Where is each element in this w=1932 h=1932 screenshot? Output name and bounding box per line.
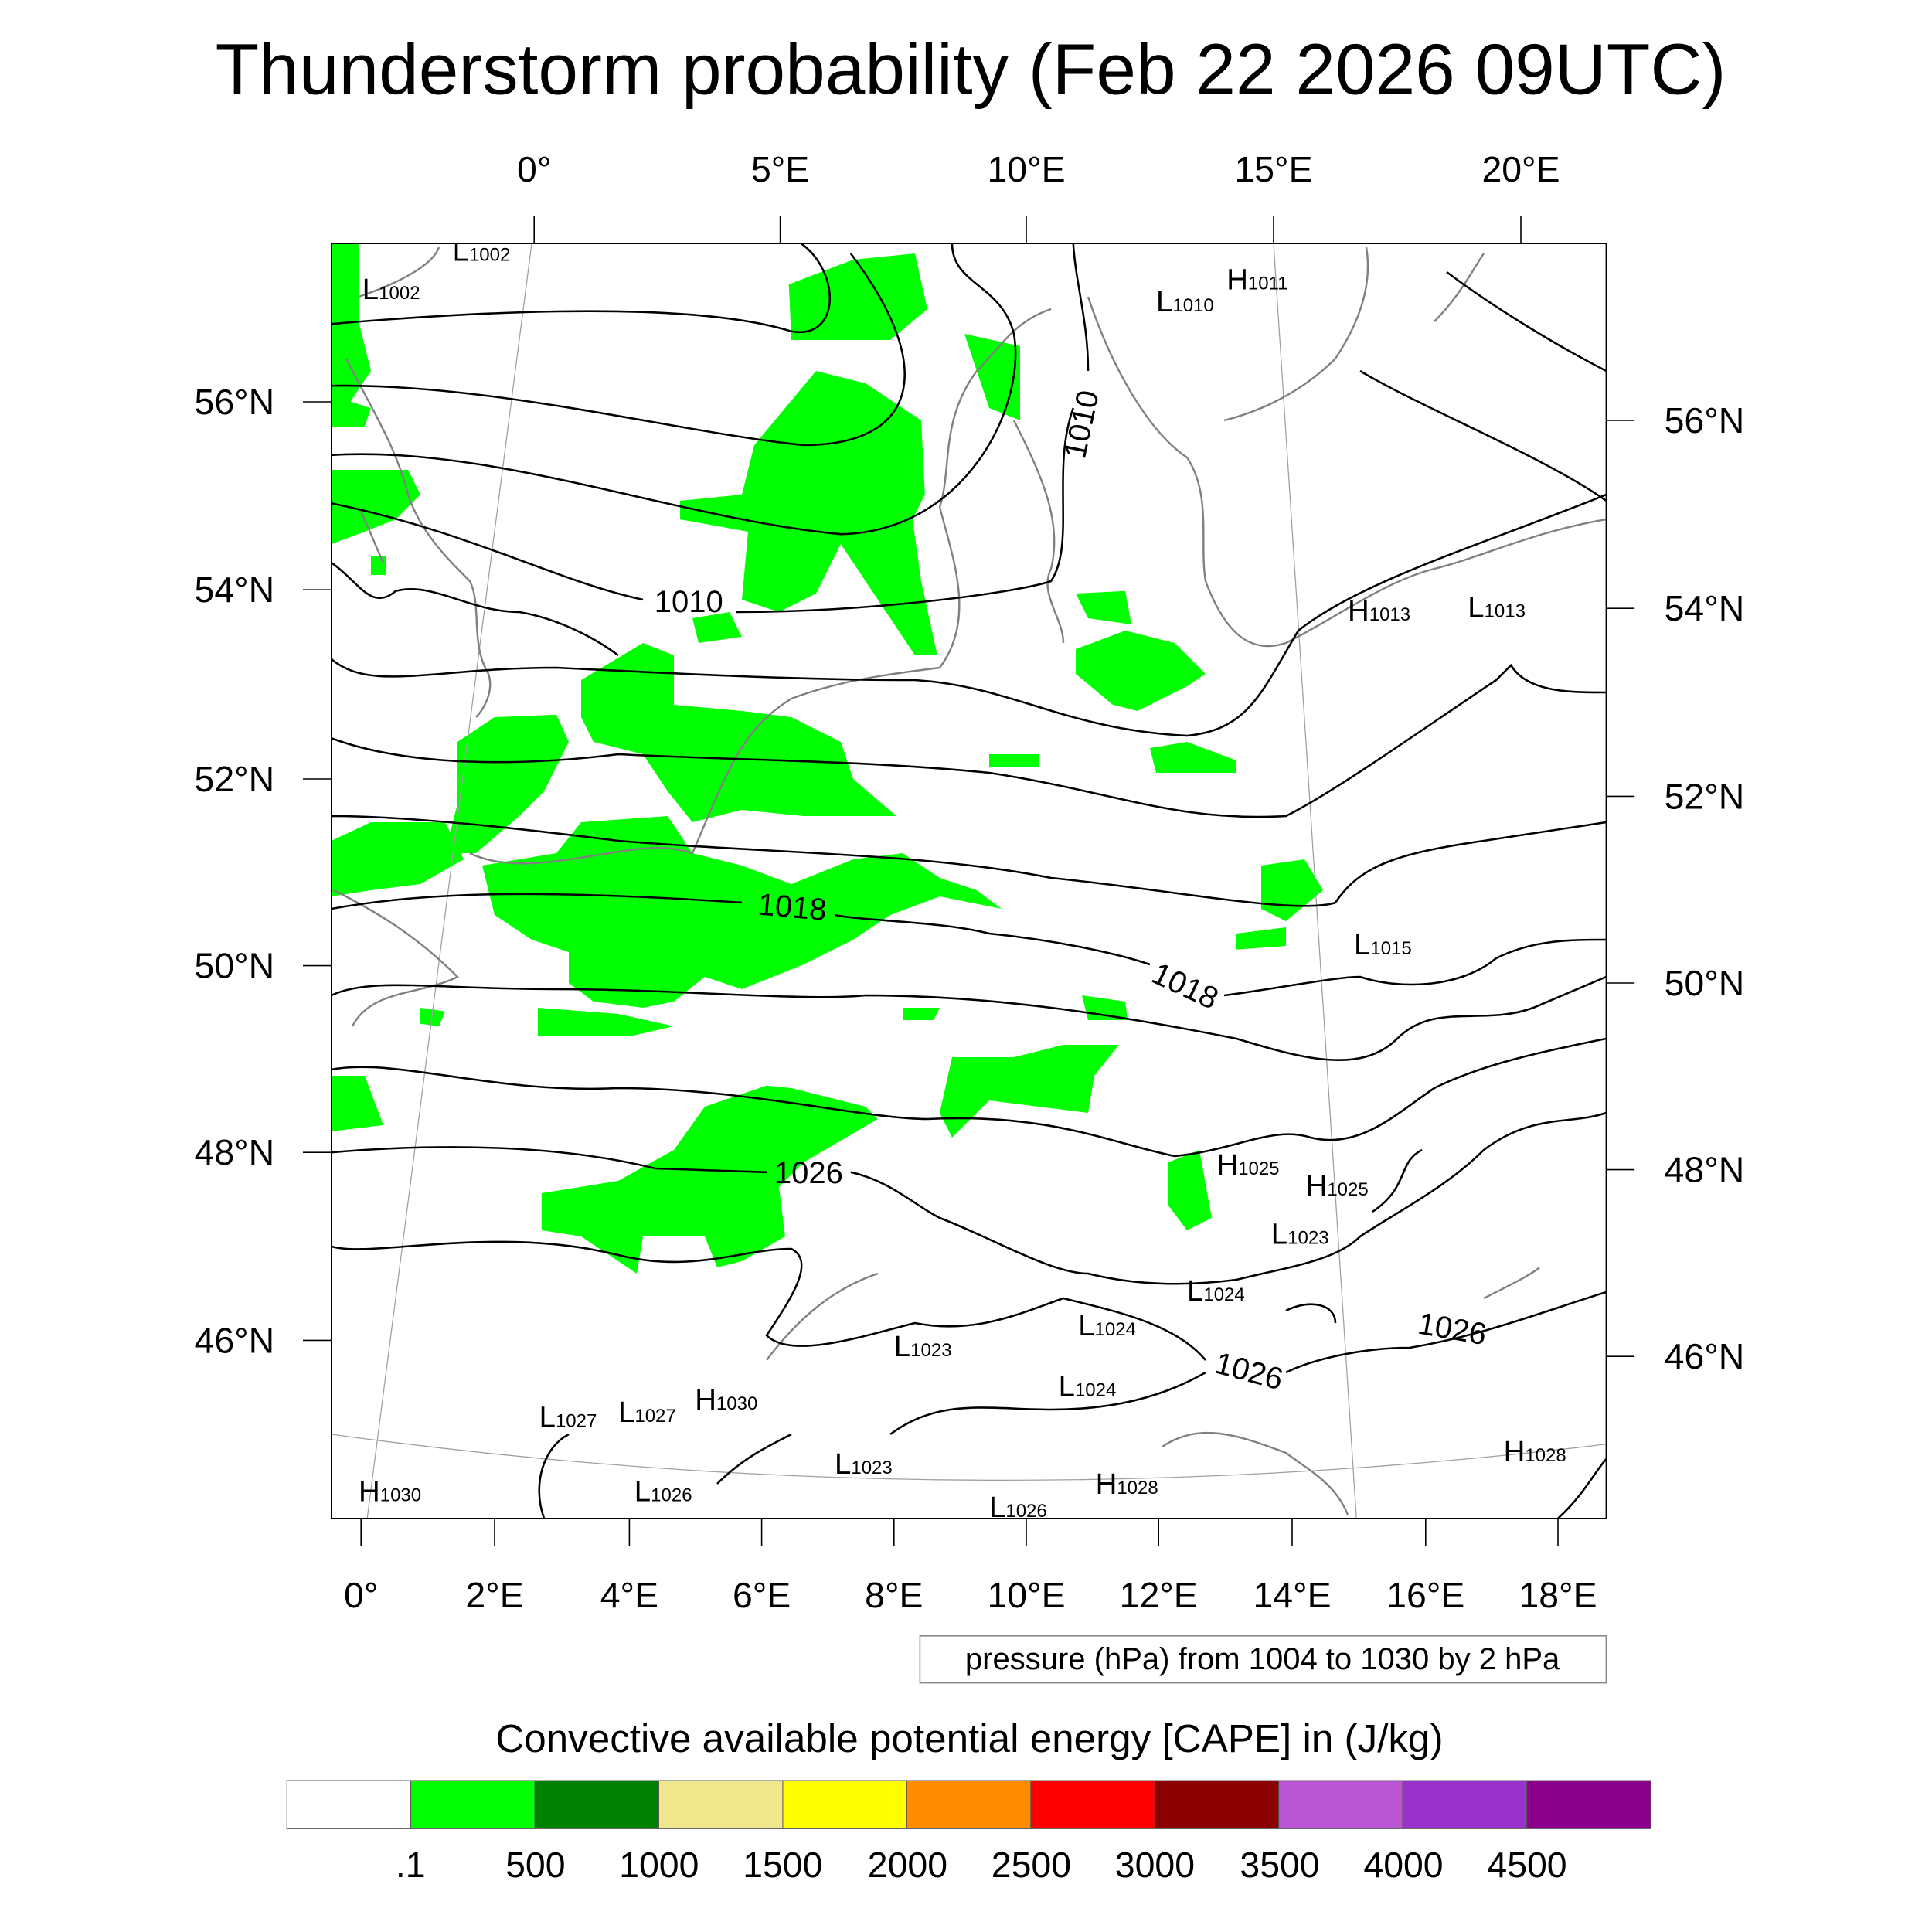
pressure-contours	[331, 243, 1607, 1519]
pressure-center-label: H1025	[1216, 1148, 1279, 1182]
colorbar-swatch	[906, 1780, 1032, 1829]
left-latitude-axis: 56°N 54°N 52°N 50°N 48°N 46°N	[195, 382, 332, 1360]
pressure-center-label: L1023	[835, 1447, 893, 1481]
bottom-lon-label: 2°E	[465, 1575, 523, 1615]
pressure-center-label: L1023	[894, 1330, 952, 1363]
pressure-center-label: L1024	[1187, 1274, 1245, 1308]
pressure-center-label: L1027	[618, 1396, 676, 1429]
top-lon-label: 10°E	[987, 149, 1065, 189]
pressure-center-label: L1002	[362, 273, 420, 306]
top-lon-label: 15°E	[1234, 149, 1312, 189]
left-lat-label: 50°N	[195, 946, 275, 986]
pressure-center-label: L1015	[1354, 928, 1412, 961]
left-lat-label: 48°N	[195, 1132, 275, 1172]
bottom-longitude-axis: 0° 2°E 4°E 6°E 8°E 10°E 12°E 14°E 16°E 1…	[344, 1518, 1597, 1615]
right-latitude-axis: 56°N 54°N 52°N 50°N 48°N 46°N	[1606, 400, 1744, 1376]
bottom-lon-label: 6°E	[733, 1575, 791, 1615]
map-area: 1010 1010 1018 1018 1026 1026 1026 L1002…	[331, 235, 1607, 1524]
colorbar-label: 1000	[619, 1845, 699, 1885]
right-lat-label: 46°N	[1665, 1336, 1745, 1376]
bottom-lon-label: 10°E	[987, 1575, 1065, 1615]
pressure-center-label: H1028	[1096, 1468, 1158, 1501]
colorbar-label: 2500	[992, 1845, 1071, 1885]
contour-label: 1018	[757, 887, 828, 927]
pressure-center-label: H1013	[1348, 594, 1410, 628]
bottom-lon-label: 12°E	[1120, 1575, 1198, 1615]
colorbar-label: 1500	[743, 1845, 822, 1885]
pressure-center-label: H1011	[1226, 263, 1287, 296]
bottom-lon-label: 8°E	[865, 1575, 923, 1615]
colorbar-swatch	[1526, 1780, 1651, 1829]
right-lat-label: 48°N	[1665, 1150, 1745, 1190]
top-lon-label: 20°E	[1481, 149, 1560, 189]
pressure-center-label: L1026	[634, 1475, 692, 1508]
colorbar-label: 3000	[1115, 1845, 1195, 1885]
pressure-center-label: L1023	[1271, 1218, 1329, 1251]
colorbar-label: 2000	[868, 1845, 947, 1885]
right-lat-label: 50°N	[1665, 963, 1745, 1003]
colorbar-swatch	[782, 1780, 907, 1829]
colorbar-swatch	[1402, 1780, 1528, 1829]
right-lat-label: 56°N	[1665, 400, 1745, 440]
coastlines	[333, 247, 1607, 1515]
colorbar-label: 500	[505, 1845, 565, 1885]
colorbar-label: .1	[396, 1845, 426, 1885]
left-lat-label: 46°N	[195, 1320, 275, 1360]
top-longitude-axis: 0° 5°E 10°E 15°E 20°E	[517, 149, 1560, 244]
right-lat-label: 54°N	[1665, 588, 1745, 628]
pressure-center-label: H1030	[695, 1383, 757, 1417]
contour-info-text: pressure (hPa) from 1004 to 1030 by 2 hP…	[965, 1642, 1560, 1676]
colorbar-swatch	[1154, 1780, 1280, 1829]
pressure-center-label: H1025	[1306, 1169, 1369, 1202]
colorbar-swatch	[658, 1780, 784, 1829]
pressure-center-label: L1026	[989, 1491, 1047, 1524]
pressure-centers: L1002 L1002 L1010 H1011 H1013 L1013 L101…	[359, 235, 1566, 1524]
pressure-center-label: L1024	[1059, 1369, 1117, 1403]
contour-label: 1026	[774, 1156, 843, 1190]
pressure-center-label: L1027	[539, 1400, 597, 1434]
bottom-lon-label: 14°E	[1253, 1575, 1331, 1615]
contour-label: 1010	[1058, 387, 1106, 461]
colorbar-label: 3500	[1240, 1845, 1319, 1885]
pressure-center-label: L1013	[1468, 590, 1526, 624]
colorbar-swatch	[286, 1780, 412, 1829]
colorbar-swatch	[410, 1780, 536, 1829]
bottom-lon-label: 16°E	[1386, 1575, 1464, 1615]
bottom-lon-label: 18°E	[1519, 1575, 1597, 1615]
left-lat-label: 54°N	[195, 570, 275, 610]
right-lat-label: 52°N	[1665, 776, 1745, 816]
map-frame	[331, 243, 1607, 1519]
map-title: Thunderstorm probability (Feb 22 2026 09…	[216, 29, 1726, 110]
pressure-center-label: L1010	[1156, 285, 1214, 318]
left-lat-label: 52°N	[195, 759, 275, 799]
pressure-center-label: L1002	[453, 235, 511, 268]
top-lon-label: 5°E	[751, 149, 809, 189]
contour-label: 1010	[655, 585, 723, 619]
colorbar	[286, 1780, 1651, 1829]
left-lat-label: 56°N	[195, 382, 275, 422]
colorbar-swatch	[534, 1780, 659, 1829]
graticule	[331, 243, 1607, 1519]
colorbar-label: 4000	[1363, 1845, 1443, 1885]
bottom-lon-label: 4°E	[600, 1575, 658, 1615]
pressure-center-label: H1028	[1504, 1435, 1566, 1468]
colorbar-title: Convective available potential energy [C…	[495, 1716, 1443, 1760]
colorbar-swatch	[1278, 1780, 1403, 1829]
top-lon-label: 0°	[517, 149, 551, 189]
cape-shading	[331, 243, 1323, 1274]
pressure-center-label: L1024	[1078, 1309, 1136, 1342]
contour-label: 1018	[1147, 956, 1223, 1015]
contour-info-box: pressure (hPa) from 1004 to 1030 by 2 hP…	[919, 1635, 1607, 1684]
contour-label: 1026	[1211, 1346, 1286, 1397]
bottom-lon-label: 0°	[344, 1575, 378, 1615]
colorbar-label: 4500	[1487, 1845, 1566, 1885]
colorbar-labels: .1 500 1000 1500 2000 2500 3000 3500 400…	[396, 1845, 1567, 1885]
colorbar-swatch	[1030, 1780, 1155, 1829]
pressure-center-label: H1030	[359, 1475, 421, 1508]
